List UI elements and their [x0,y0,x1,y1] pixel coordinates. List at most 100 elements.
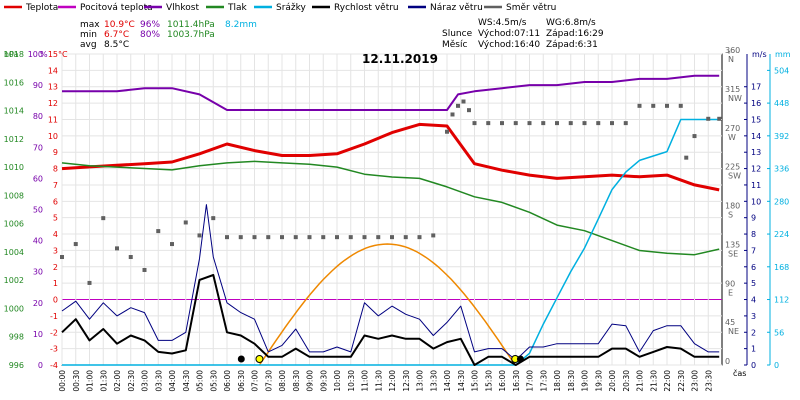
sun-arc [258,243,516,366]
stat-max-hum: 96% [140,20,160,30]
time-tick-label: 17:30 [539,370,548,392]
time-tick-label: 01:30 [99,370,108,392]
dir-compass-label: W [728,133,736,142]
temp-tick-label: 12 [48,99,58,108]
stat-min-press: 1003.7hPa [167,30,215,40]
pct-unit-label: % [40,50,48,59]
sun-label: Slunce [442,29,473,39]
dir-tick-label: 315 [725,85,740,94]
ms-tick-label: 3 [751,312,756,321]
stat-max-press: 1011.4hPa [167,20,215,30]
wind-dir-point [582,121,587,126]
wind-dir-point [527,121,532,126]
dir-compass-label: N [728,55,734,64]
stat-max-label: max [80,20,100,30]
legend-label: Rychlost větru [334,3,399,13]
time-tick-label: 21:00 [636,370,645,392]
wind-dir-point [692,134,697,139]
mm-tick-label: 448 [774,99,789,108]
time-tick-label: 12:30 [402,370,411,392]
series-vlhkost [62,74,720,111]
moonrise-marker [516,355,524,363]
dir-tick-label: 225 [725,163,740,172]
dir-compass-label: SW [728,172,741,181]
pct-tick-label: 80 [33,112,43,121]
wind-dir-point [684,155,689,160]
temp-tick-label: 4 [53,230,58,239]
pct-tick-label: 30 [33,268,43,277]
legend-label: Pocitová teplota [80,3,153,13]
time-tick-label: 23:30 [704,370,713,392]
axis-unit-labels: hPa % °C ° m/s mm čas [4,50,791,378]
temp-tick-label: 1 [53,279,58,288]
time-tick-label: 16:30 [512,370,521,392]
wind-dir-point [472,121,477,126]
dir-compass-label: S [728,211,733,220]
time-tick-label: 09:30 [319,370,328,392]
sun-arc-line [258,243,516,366]
wind-sun-info: WS:4.5m/s WG:6.8m/s Slunce Východ:07:11 … [442,18,604,50]
wind-dir-point [376,235,381,240]
temp-tick-label: 13 [48,83,58,92]
ms-tick-label: 1 [751,345,756,354]
dir-tick-label: 135 [725,240,740,249]
wind-dir-point [651,103,656,108]
wind-dir-point [467,108,471,113]
pct-tick-label: 70 [33,143,43,152]
series-rychlost-v-tru [61,274,720,366]
wind-ws: WS:4.5m/s [478,18,527,28]
time-tick-label: 03:30 [154,370,163,392]
time-tick-label: 16:00 [498,370,507,392]
pct-tick-label: 40 [33,237,43,246]
pct-tick-label: 90 [33,81,43,90]
temp-tick-label: 9 [53,148,58,157]
ms-tick-label: 5 [751,279,756,288]
sunrise-marker [255,355,264,363]
mm-tick-label: 56 [774,328,784,337]
wind-dir-point [60,255,64,260]
ms-tick-label: 9 [751,214,756,223]
dir-compass-label: SE [728,249,738,258]
temp-tick-label: -1 [50,312,58,321]
time-tick-label: 23:00 [691,370,700,392]
ms-tick-label: 6 [751,263,756,272]
series-tlak [61,160,720,256]
deg-unit-label: ° [727,50,731,59]
ms-tick-label: 4 [751,296,756,305]
temp-tick-label: 15 [48,50,58,59]
legend-label: Náraz větru [430,3,483,13]
time-tick-label: 11:30 [374,370,383,392]
time-tick-label: 07:00 [251,370,260,392]
mm-tick-label: 0 [774,361,779,370]
temp-tick-label: -3 [50,345,58,354]
wind-dir-point [706,116,711,121]
dir-tick-label: 90 [725,279,735,288]
hpa-tick-label: 1008 [4,191,24,200]
time-tick-label: 02:30 [127,370,136,392]
wind-dir-point [637,103,642,108]
hpa-tick-label: 1000 [4,304,24,313]
wind-dir-point [225,235,229,240]
dir-tick-label: 360 [725,46,740,55]
wind-dir-point [307,235,312,240]
ms-tick-label: 14 [751,132,761,141]
dir-compass-label: E [728,288,733,297]
wind-dir-point [335,235,339,240]
stat-min-label: min [80,30,97,40]
ms-tick-label: 10 [751,197,761,206]
legend-label: Teplota [25,3,58,13]
time-tick-label: 05:30 [209,370,218,392]
wind-dir-point [665,103,669,108]
wind-dir-point [456,103,460,108]
time-tick-label: 03:00 [141,370,150,392]
wind-dir-point [128,255,133,260]
time-tick-label: 18:00 [553,370,562,392]
ms-tick-label: 8 [751,230,756,239]
wind-dir-point [211,216,216,221]
hpa-tick-label: 1018 [4,50,24,59]
ms-tick-label: 2 [751,328,756,337]
ms-tick-label: 17 [751,83,761,92]
mm-tick-label: 392 [774,132,789,141]
time-tick-label: 19:30 [594,370,603,392]
hpa-tick-label: 1010 [4,163,24,172]
